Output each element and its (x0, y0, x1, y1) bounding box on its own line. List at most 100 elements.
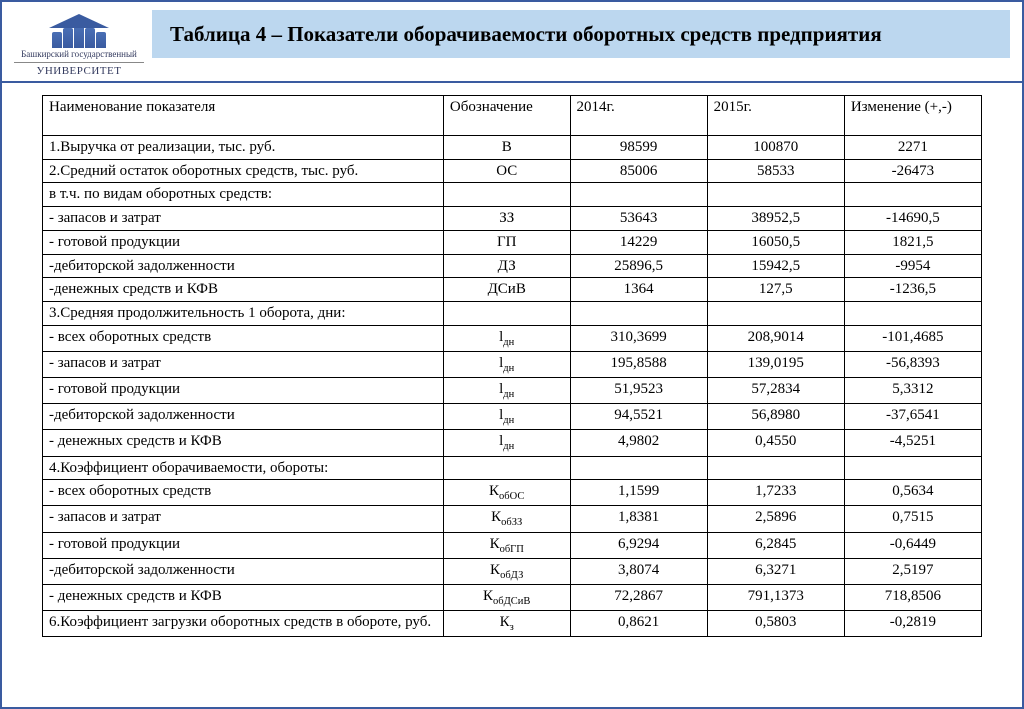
cell-designation: lдн (443, 325, 570, 351)
cell-name: - запасов и затрат (43, 207, 444, 231)
cell-name: -дебиторской задолженности (43, 404, 444, 430)
table-row: - запасов и затратЗЗ5364338952,5-14690,5 (43, 207, 982, 231)
cell-change: 2271 (844, 135, 981, 159)
table-row: в т.ч. по видам оборотных средств: (43, 183, 982, 207)
cell-2014: 94,5521 (570, 404, 707, 430)
cell-2014: 72,2867 (570, 584, 707, 610)
col-change: Изменение (+,-) (844, 95, 981, 135)
col-2014: 2014г. (570, 95, 707, 135)
cell-designation: Кз (443, 610, 570, 636)
cell-2014: 98599 (570, 135, 707, 159)
table-row: 3.Средняя продолжительность 1 оборота, д… (43, 302, 982, 326)
cell-2015 (707, 183, 844, 207)
cell-change: -56,8393 (844, 352, 981, 378)
cell-designation: lдн (443, 378, 570, 404)
cell-change (844, 302, 981, 326)
cell-2014: 1,8381 (570, 506, 707, 532)
cell-2015 (707, 302, 844, 326)
cell-2014: 6,9294 (570, 532, 707, 558)
cell-designation (443, 302, 570, 326)
cell-2015: 1,7233 (707, 480, 844, 506)
cell-2014: 1,1599 (570, 480, 707, 506)
cell-name: в т.ч. по видам оборотных средств: (43, 183, 444, 207)
cell-2015: 0,4550 (707, 430, 844, 456)
cell-designation: ДЗ (443, 254, 570, 278)
cell-name: -денежных средств и КФВ (43, 278, 444, 302)
cell-change: 0,5634 (844, 480, 981, 506)
col-2015: 2015г. (707, 95, 844, 135)
cell-2015: 58533 (707, 159, 844, 183)
cell-2014: 310,3699 (570, 325, 707, 351)
logo-block: Башкирский государственный УНИВЕРСИТЕТ (14, 10, 144, 77)
cell-change: -37,6541 (844, 404, 981, 430)
col-desig: Обозначение (443, 95, 570, 135)
cell-change: -1236,5 (844, 278, 981, 302)
cell-name: -дебиторской задолженности (43, 558, 444, 584)
cell-name: -дебиторской задолженности (43, 254, 444, 278)
table-row: - всех оборотных средствКобОС1,15991,723… (43, 480, 982, 506)
cell-2015: 127,5 (707, 278, 844, 302)
cell-change: -14690,5 (844, 207, 981, 231)
cell-change: -9954 (844, 254, 981, 278)
cell-2014 (570, 302, 707, 326)
cell-name: - всех оборотных средств (43, 480, 444, 506)
cell-designation: КобДЗ (443, 558, 570, 584)
cell-2014: 14229 (570, 230, 707, 254)
cell-change: 2,5197 (844, 558, 981, 584)
cell-designation (443, 456, 570, 480)
cell-name: - готовой продукции (43, 378, 444, 404)
cell-name: - запасов и затрат (43, 506, 444, 532)
cell-2015: 791,1373 (707, 584, 844, 610)
cell-2015 (707, 456, 844, 480)
table-row: 6.Коэффициент загрузки оборотных средств… (43, 610, 982, 636)
table-row: -дебиторской задолженностиДЗ25896,515942… (43, 254, 982, 278)
cell-2015: 16050,5 (707, 230, 844, 254)
cell-2014: 4,9802 (570, 430, 707, 456)
cell-designation: КобОС (443, 480, 570, 506)
table-row: - запасов и затратlдн195,8588139,0195-56… (43, 352, 982, 378)
cell-designation: lдн (443, 404, 570, 430)
cell-2015: 0,5803 (707, 610, 844, 636)
header-band: Башкирский государственный УНИВЕРСИТЕТ Т… (2, 2, 1022, 83)
cell-change (844, 183, 981, 207)
content-area: Наименование показателя Обозначение 2014… (2, 83, 1022, 637)
cell-2014: 51,9523 (570, 378, 707, 404)
table-row: 4.Коэффициент оборачиваемости, обороты: (43, 456, 982, 480)
cell-2014: 3,8074 (570, 558, 707, 584)
cell-name: 2.Средний остаток оборотных средств, тыс… (43, 159, 444, 183)
cell-2014 (570, 456, 707, 480)
cell-2014 (570, 183, 707, 207)
cell-change: 718,8506 (844, 584, 981, 610)
cell-designation: lдн (443, 430, 570, 456)
cell-change: 5,3312 (844, 378, 981, 404)
cell-2014: 25896,5 (570, 254, 707, 278)
cell-designation: КобГП (443, 532, 570, 558)
cell-designation: ГП (443, 230, 570, 254)
cell-designation: КобДСиВ (443, 584, 570, 610)
cell-name: 1.Выручка от реализации, тыс. руб. (43, 135, 444, 159)
cell-name: - денежных средств и КФВ (43, 430, 444, 456)
cell-change: -4,5251 (844, 430, 981, 456)
cell-change: 1821,5 (844, 230, 981, 254)
cell-designation: ОС (443, 159, 570, 183)
cell-change: -26473 (844, 159, 981, 183)
cell-2015: 208,9014 (707, 325, 844, 351)
cell-change (844, 456, 981, 480)
table-body: 1.Выручка от реализации, тыс. руб.В98599… (43, 135, 982, 636)
table-row: - готовой продукцииГП1422916050,51821,5 (43, 230, 982, 254)
cell-2015: 15942,5 (707, 254, 844, 278)
table-row: -дебиторской задолженностиКобДЗ3,80746,3… (43, 558, 982, 584)
cell-designation: КобЗЗ (443, 506, 570, 532)
cell-designation: ЗЗ (443, 207, 570, 231)
cell-designation: ДСиВ (443, 278, 570, 302)
cell-change: -0,2819 (844, 610, 981, 636)
cell-change: 0,7515 (844, 506, 981, 532)
cell-2015: 6,3271 (707, 558, 844, 584)
logo-university-label: УНИВЕРСИТЕТ (14, 62, 144, 77)
page-title: Таблица 4 – Показатели оборачиваемости о… (152, 10, 1010, 58)
cell-2015: 57,2834 (707, 378, 844, 404)
table-row: - готовой продукцииКобГП6,92946,2845-0,6… (43, 532, 982, 558)
indicators-table: Наименование показателя Обозначение 2014… (42, 95, 982, 637)
university-logo-icon (39, 10, 119, 48)
cell-change: -101,4685 (844, 325, 981, 351)
